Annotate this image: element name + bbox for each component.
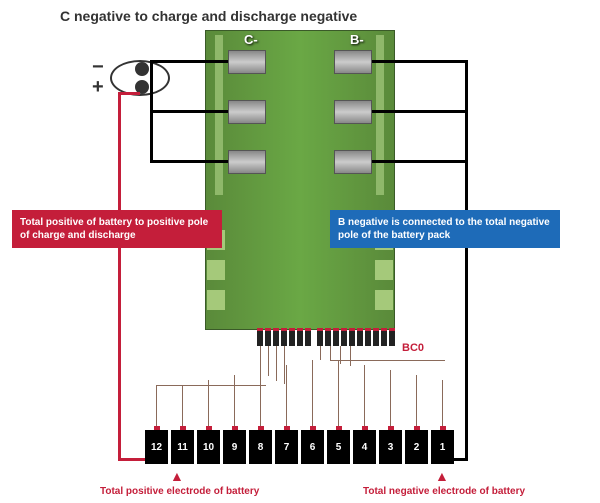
thin-wire [320, 346, 321, 360]
thin-wire [276, 346, 277, 381]
thin-wire [350, 346, 351, 366]
battery-number: 6 [310, 442, 316, 453]
thin-wire [364, 365, 365, 430]
bottom-label-right: Total negative electrode of battery [363, 486, 525, 497]
battery-number: 3 [388, 442, 394, 453]
metal-tab-b [334, 150, 372, 174]
pcb-board [205, 30, 395, 330]
battery-cell: 8 [249, 430, 272, 464]
thin-wire [338, 360, 339, 430]
connector-row-left [256, 328, 312, 346]
battery-number: 1 [440, 442, 446, 453]
battery-cell: 11 [171, 430, 194, 464]
black-wire [372, 160, 467, 163]
thin-wire [208, 380, 209, 430]
metal-tab-c [228, 50, 266, 74]
red-wire [118, 95, 121, 460]
arrow-icon: ▲ [170, 468, 184, 484]
battery-cell: 5 [327, 430, 350, 464]
thin-wire [182, 385, 183, 430]
battery-cell: 7 [275, 430, 298, 464]
black-wire [150, 160, 228, 163]
battery-cell: 4 [353, 430, 376, 464]
black-wire [372, 60, 467, 63]
battery-cell: 9 [223, 430, 246, 464]
thin-wire [286, 365, 287, 430]
bc0-label: BC0 [402, 342, 424, 354]
power-terminal-minus [135, 62, 149, 76]
thin-wire [284, 346, 285, 384]
battery-number: 2 [414, 442, 420, 453]
conn-stub [375, 290, 393, 310]
battery-number: 5 [336, 442, 342, 453]
thin-wire [156, 385, 266, 386]
battery-cell: 6 [301, 430, 324, 464]
thin-wire [260, 346, 261, 370]
thin-wire [268, 346, 269, 376]
black-wire [150, 60, 228, 63]
arrow-icon: ▲ [435, 468, 449, 484]
black-wire [372, 110, 467, 113]
battery-cell: 10 [197, 430, 220, 464]
metal-tab-c [228, 100, 266, 124]
metal-tab-b [334, 100, 372, 124]
red-wire [118, 92, 140, 95]
thin-wire [330, 346, 331, 360]
battery-number: 11 [177, 442, 188, 453]
battery-cell: 1 [431, 430, 454, 464]
metal-tab-c [228, 150, 266, 174]
pcb-rail-left [215, 35, 223, 195]
thin-wire [234, 375, 235, 430]
callout-red: Total positive of battery to positive po… [12, 210, 222, 248]
battery-number: 7 [284, 442, 290, 453]
thin-wire [442, 380, 443, 430]
conn-stub [207, 260, 225, 280]
battery-cell: 3 [379, 430, 402, 464]
conn-stub [207, 290, 225, 310]
black-wire [465, 60, 468, 460]
battery-cell: 2 [405, 430, 428, 464]
thin-wire [156, 385, 157, 430]
battery-number: 9 [232, 442, 238, 453]
battery-number: 12 [151, 442, 162, 453]
title-top: C negative to charge and discharge negat… [60, 8, 357, 24]
metal-tab-b [334, 50, 372, 74]
battery-row: 12 11 10 9 8 7 6 5 4 3 2 1 [145, 430, 454, 464]
thin-wire [312, 360, 313, 430]
pcb-rail-right [376, 35, 384, 195]
battery-cell: 12 [145, 430, 168, 464]
thin-wire [330, 360, 445, 361]
connector-row-right [316, 328, 396, 346]
thin-wire [416, 375, 417, 430]
black-wire [150, 60, 153, 163]
c-minus-label: C- [244, 32, 258, 47]
conn-stub [375, 260, 393, 280]
thin-wire [260, 370, 261, 430]
b-minus-label: B- [350, 32, 364, 47]
black-wire [150, 110, 228, 113]
thin-wire [340, 346, 341, 364]
battery-number: 4 [362, 442, 368, 453]
plus-symbol: + [92, 76, 104, 99]
thin-wire [390, 370, 391, 430]
bottom-label-left: Total positive electrode of battery [100, 486, 259, 497]
battery-number: 8 [258, 442, 264, 453]
callout-blue: B negative is connected to the total neg… [330, 210, 560, 248]
battery-number: 10 [203, 442, 214, 453]
